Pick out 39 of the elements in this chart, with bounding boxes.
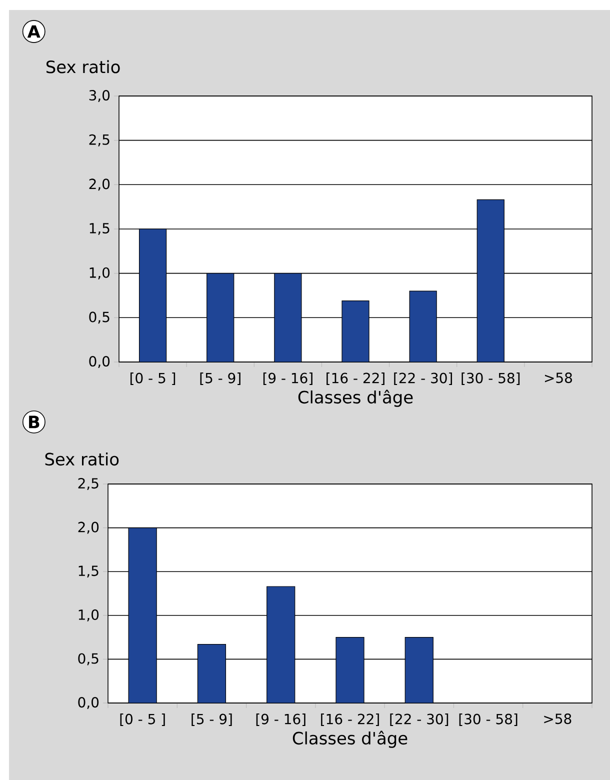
- x-tick-label: [22 - 30]: [394, 372, 452, 385]
- x-tick-label: [5 - 9]: [200, 372, 240, 385]
- y-tick-label: 1,5: [90, 223, 110, 235]
- y-tick-label: 1,5: [78, 566, 98, 578]
- y-axis-title: Sex ratio: [45, 452, 119, 466]
- x-tick-label: [0 - 5 ]: [120, 714, 165, 726]
- y-tick-label: 0,0: [78, 697, 99, 709]
- chart-title: B: [29, 416, 40, 428]
- x-tick-label: >58: [544, 372, 572, 384]
- x-axis-title: Classes d'âge: [292, 730, 408, 748]
- y-tick-label: 3,0: [89, 90, 110, 102]
- y-tick-label: 0,5: [78, 653, 98, 666]
- y-tick-label: 2,5: [89, 134, 110, 146]
- chart-title: A: [27, 25, 40, 38]
- y-tick-label: 1,0: [78, 609, 99, 622]
- bar: [206, 273, 234, 362]
- y-tick-label: 2,0: [89, 178, 110, 191]
- y-tick-label: 0,0: [89, 356, 110, 368]
- y-tick-label: 0,5: [89, 312, 110, 324]
- x-tick-label: >58: [544, 714, 572, 724]
- bar: [342, 300, 370, 362]
- x-tick-label: [22 - 30]: [390, 714, 448, 726]
- x-tick-label: [9 - 16]: [256, 714, 306, 726]
- x-tick-label: [9 - 16]: [263, 372, 312, 385]
- bar: [274, 273, 302, 362]
- bar: [409, 290, 437, 362]
- bar: [476, 199, 504, 362]
- bar: [138, 228, 167, 362]
- x-tick-label: [16 - 22]: [326, 372, 384, 385]
- x-axis-title: Classes d'âge: [298, 390, 413, 407]
- y-tick-label: 2,5: [78, 478, 98, 490]
- y-tick-label: 1,0: [90, 267, 110, 280]
- x-tick-label: [0 - 5 ]: [130, 372, 176, 385]
- x-tick-label: [5 - 9]: [192, 714, 232, 726]
- x-tick-label: [30 - 58]: [462, 372, 520, 385]
- x-tick-label: [30 - 58]: [459, 714, 518, 726]
- y-tick-label: 2,0: [78, 522, 99, 534]
- x-tick-label: [16 - 22]: [321, 714, 379, 726]
- y-axis-title: Sex ratio: [46, 60, 120, 74]
